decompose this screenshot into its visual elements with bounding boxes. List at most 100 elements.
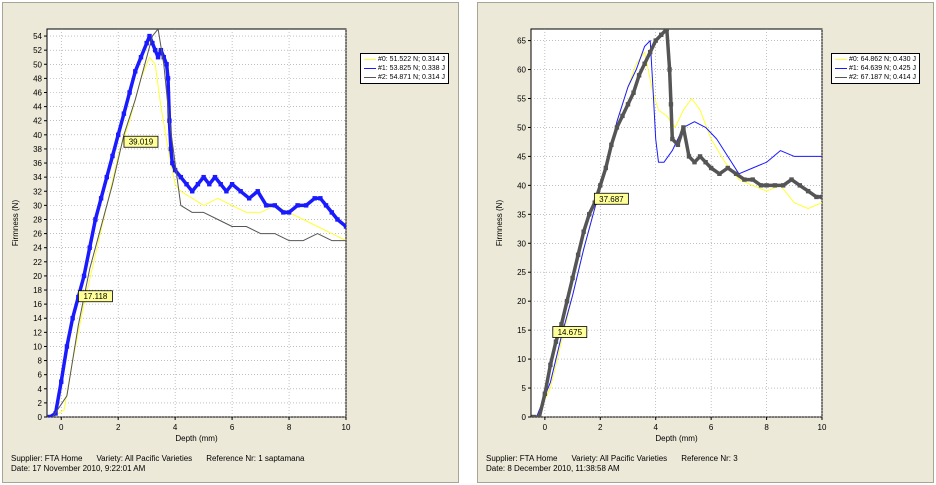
chart-footer-date: Date: 8 December 2010, 11:38:58 AM: [486, 464, 620, 473]
y-tick-label: 10: [517, 355, 526, 364]
y-tick-label: 28: [33, 215, 42, 224]
series-marker: [178, 174, 184, 180]
firmness-chart-left: 0246810121416182022242628303234363840424…: [11, 28, 351, 443]
series-marker: [681, 125, 686, 130]
legend-item: #2: 54.871 N; 0.314 J: [364, 73, 445, 82]
series-line: [52, 29, 346, 417]
y-tick-label: 30: [517, 239, 526, 248]
series-marker: [335, 217, 340, 222]
y-tick-label: 34: [33, 173, 42, 182]
series-marker: [323, 203, 329, 208]
legend-swatch: [364, 58, 376, 60]
y-tick-label: 25: [517, 268, 526, 277]
legend-swatch: [364, 67, 376, 69]
series-marker: [750, 177, 755, 182]
y-tick-label: 38: [33, 145, 42, 154]
series-marker: [218, 182, 223, 187]
series-marker: [303, 203, 309, 208]
series-marker: [264, 203, 269, 208]
series-marker: [104, 174, 109, 180]
chart-legend-left: #0: 51.522 N; 0.314 J #1: 53.825 N; 0.33…: [360, 53, 449, 84]
series-marker: [620, 113, 625, 119]
y-tick-label: 15: [517, 326, 526, 335]
series-marker: [172, 167, 178, 173]
reference-text: Reference Nr: 1 saptamana: [206, 454, 305, 463]
y-axis-label: Firmness (N): [495, 200, 504, 247]
x-tick-label: 10: [818, 423, 827, 432]
series-marker: [814, 194, 819, 200]
x-tick-label: 10: [342, 423, 351, 432]
series-marker: [570, 275, 575, 281]
series-marker: [238, 189, 243, 194]
series-marker: [559, 322, 564, 327]
y-tick-label: 55: [517, 94, 526, 103]
callout-box: [593, 192, 629, 205]
series-marker: [819, 194, 822, 200]
series-marker: [609, 142, 614, 148]
series-marker: [772, 183, 778, 188]
y-tick-label: 48: [33, 74, 42, 83]
series-marker: [201, 174, 206, 180]
y-tick-label: 60: [517, 66, 526, 75]
chart-panel-left: 0 2 4 6 8 10 12 14 16 18 20 22 24 26 28 30 32 34 36 38 40 42 4…: [2, 2, 459, 483]
series-marker: [281, 210, 286, 215]
legend-item: #1: 64.639 N; 0.425 J: [835, 64, 916, 73]
series-marker: [212, 174, 218, 180]
series-marker: [195, 182, 201, 187]
chart-footer-line1: Supplier: FTA Home Variety: All Pacific V…: [486, 454, 738, 464]
legend-label: #0: 51.522 N; 0.314 J: [378, 56, 445, 63]
series-marker: [686, 154, 692, 159]
y-tick-label: 50: [33, 60, 42, 69]
series-marker: [631, 90, 636, 95]
firmness-chart-right: 0 5 10 15 20 25 30 35 40 45 50 55 60 65 0 2 4 6 8 10 Depth (…: [495, 28, 827, 443]
y-tick-label: 50: [517, 123, 526, 132]
y-tick-label: 36: [33, 159, 42, 168]
series-marker: [531, 414, 536, 417]
supplier-text: Supplier: FTA Home: [486, 454, 558, 463]
series-marker: [614, 125, 620, 130]
series-marker: [733, 171, 739, 176]
series-marker: [161, 55, 166, 60]
series-marker: [603, 165, 609, 171]
x-tick-label: 6: [709, 423, 714, 432]
y-tick-label: 20: [33, 272, 42, 281]
series-marker: [93, 217, 98, 222]
series-marker: [667, 67, 672, 72]
chart-panel-right: 0 5 10 15 20 25 30 35 40 45 50 55 60 65 0 2 4 6 8 10 Depth (…: [477, 2, 934, 483]
variety-text: Variety: All Pacific Varieties: [96, 454, 193, 463]
legend-item: #2: 67.187 N; 0.414 J: [835, 73, 916, 82]
series-marker: [318, 196, 323, 201]
series-marker: [625, 102, 631, 107]
series-line: [536, 40, 822, 417]
series-marker: [670, 136, 675, 142]
y-tick-label: 22: [33, 258, 42, 267]
series-marker: [190, 189, 195, 194]
x-tick-label: 0: [543, 423, 548, 432]
y-tick-label: 52: [33, 46, 42, 55]
y-tick-label: 4: [38, 385, 43, 394]
y-tick-label: 16: [33, 300, 42, 309]
series-marker: [329, 210, 334, 215]
y-tick-label: 5: [522, 384, 527, 393]
series-marker: [255, 189, 260, 194]
series-marker: [155, 55, 161, 60]
series-marker: [343, 224, 346, 229]
plot-area: [530, 28, 823, 418]
series-marker: [548, 362, 553, 368]
series-marker: [286, 210, 292, 215]
callout-label: 17.118: [83, 292, 107, 301]
y-tick-label: 40: [33, 131, 42, 140]
series-marker: [668, 102, 674, 107]
series-marker: [70, 316, 75, 321]
series-marker: [81, 273, 87, 279]
series-marker: [675, 142, 681, 148]
callout-label: 37.687: [599, 195, 624, 204]
y-tick-label: 40: [517, 181, 526, 190]
y-tick-label: 30: [33, 201, 42, 210]
y-tick-label: 35: [517, 210, 526, 219]
callout-box: [552, 326, 588, 338]
callout-label: 14.675: [558, 328, 583, 337]
series-marker: [153, 47, 158, 53]
series-marker: [59, 379, 64, 384]
series-marker: [150, 40, 155, 46]
